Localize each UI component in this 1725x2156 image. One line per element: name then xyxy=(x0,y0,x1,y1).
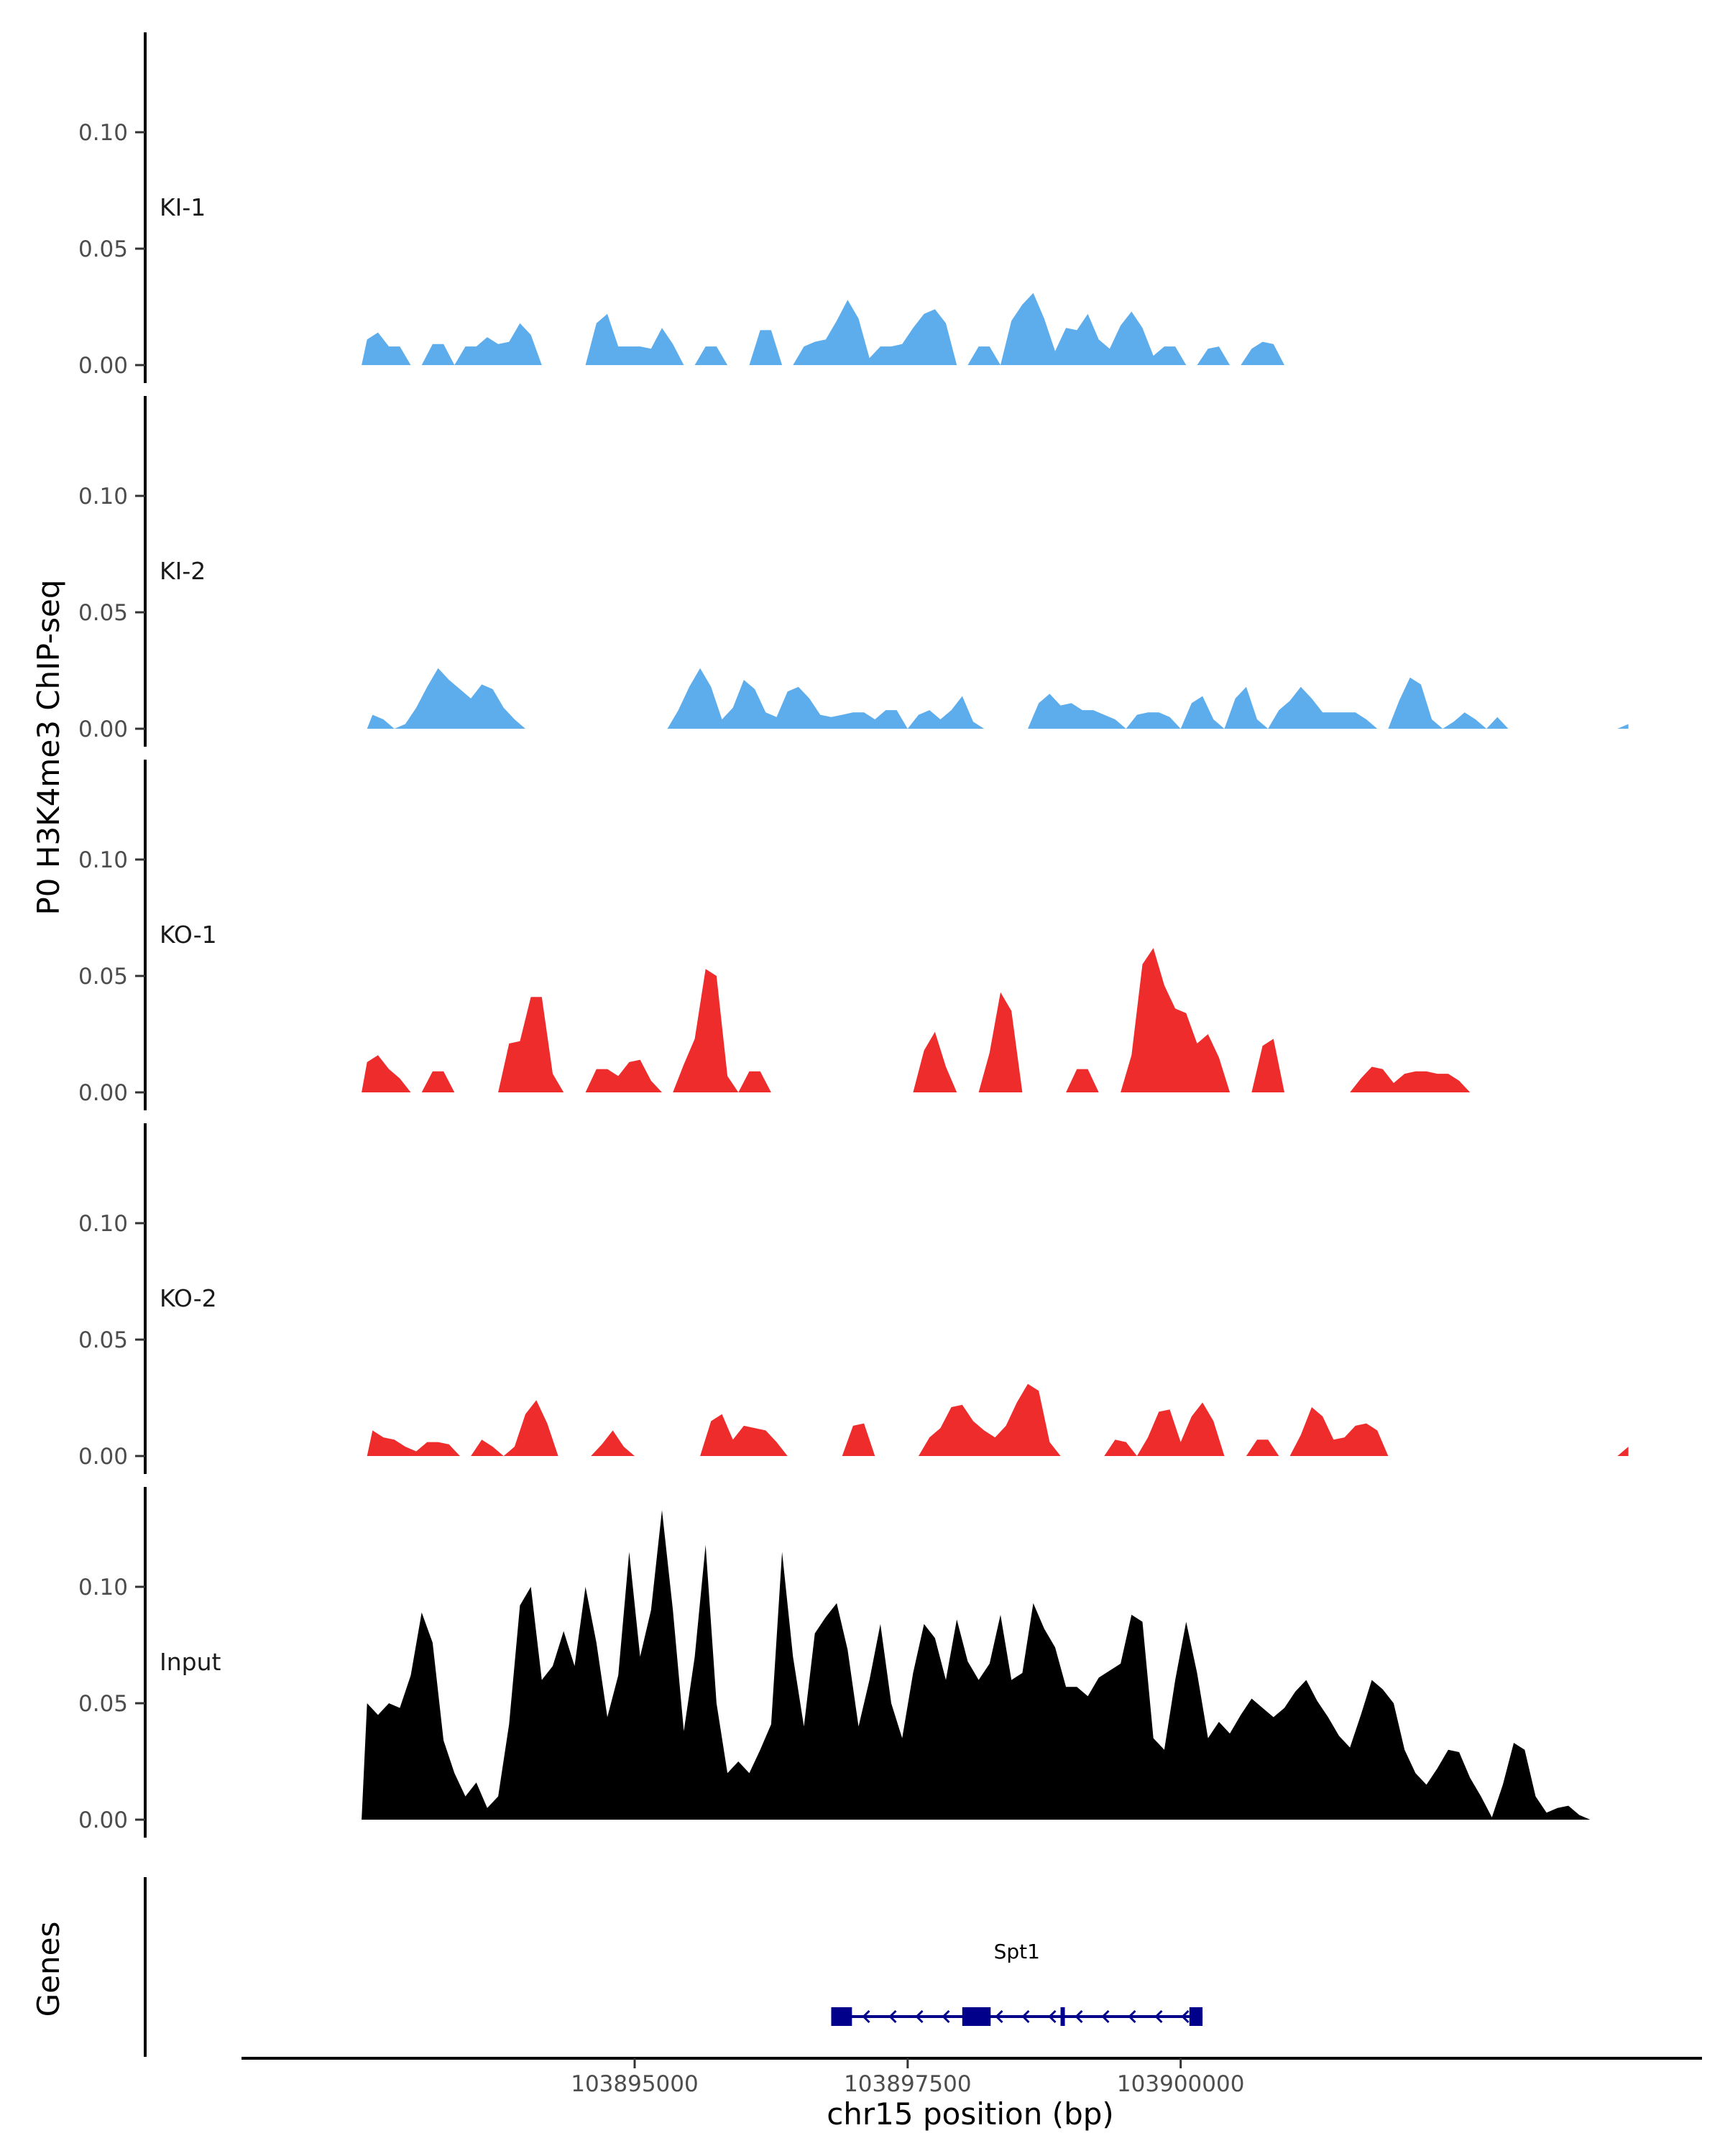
signal-area xyxy=(367,668,1629,729)
x-tick-label: 103895000 xyxy=(571,2071,699,2097)
signal-area xyxy=(362,948,1624,1092)
strand-arrow xyxy=(1181,2009,1190,2024)
y-tick-label: 0.10 xyxy=(78,847,128,873)
gene-exon xyxy=(1189,2007,1203,2026)
strand-arrow xyxy=(1128,2009,1136,2024)
y-tick-label: 0.10 xyxy=(78,1211,128,1237)
strand-arrow xyxy=(1075,2009,1083,2024)
y-axis-title: P0 H3K4me3 ChIP-seq xyxy=(31,579,66,915)
strand-arrow xyxy=(1048,2009,1057,2024)
track-input: 0.00 0.05 0.10 Input xyxy=(78,1487,1591,1838)
track-ki-1: 0.00 0.05 0.10 KI-1 xyxy=(78,32,1438,383)
y-tick-label: 0.05 xyxy=(78,1691,128,1717)
y-tick-label: 0.00 xyxy=(78,1080,128,1106)
strand-arrow xyxy=(888,2009,897,2024)
strand-arrow xyxy=(1154,2009,1163,2024)
y-tick-label: 0.00 xyxy=(78,717,128,742)
y-tick-label: 0.05 xyxy=(78,600,128,626)
y-tick-label: 0.10 xyxy=(78,120,128,146)
gene-exon xyxy=(1060,2007,1065,2026)
y-tick-label: 0.05 xyxy=(78,1327,128,1353)
signal-area xyxy=(367,1383,1629,1456)
gene-exon xyxy=(831,2007,852,2026)
gene-spt1: Spt1 xyxy=(831,1940,1203,2026)
track-label: KO-1 xyxy=(160,921,217,949)
signal-area xyxy=(362,1510,1591,1820)
gene-label: Spt1 xyxy=(994,1940,1040,1963)
genes-layer: Spt1 xyxy=(144,1877,1203,2057)
y-tick-label: 0.00 xyxy=(78,1444,128,1470)
track-label: Input xyxy=(160,1648,221,1676)
tracks-layer: 0.00 0.05 0.10 KI-1 0.00 0.05 0.10 KI-2 0.00 0.05… xyxy=(78,32,1629,1838)
y-tick-label: 0.00 xyxy=(78,1807,128,1833)
signal-area xyxy=(362,292,1438,365)
strand-arrow xyxy=(915,2009,924,2024)
strand-arrow xyxy=(1101,2009,1110,2024)
x-tick-label: 103897500 xyxy=(844,2071,972,2097)
x-axis-title: chr15 position (bp) xyxy=(827,2096,1114,2132)
track-label: KI-2 xyxy=(160,557,206,585)
track-label: KI-1 xyxy=(160,193,206,221)
track-ki-2: 0.00 0.05 0.10 KI-2 xyxy=(78,396,1629,747)
gene-exon xyxy=(962,2007,991,2026)
track-label: KO-2 xyxy=(160,1284,217,1312)
x-axis: 103895000 103897500 103900000 xyxy=(242,2057,1702,2097)
y-tick-label: 0.10 xyxy=(78,484,128,510)
strand-arrow xyxy=(1021,2009,1030,2024)
strand-arrow xyxy=(995,2009,1003,2024)
y-tick-label: 0.10 xyxy=(78,1575,128,1600)
strand-arrow xyxy=(942,2009,950,2024)
genes-axis-title: Genes xyxy=(31,1922,66,2017)
x-tick-label: 103900000 xyxy=(1117,2071,1245,2097)
track-ko-2: 0.00 0.05 0.10 KO-2 xyxy=(78,1123,1629,1474)
y-tick-label: 0.00 xyxy=(78,353,128,379)
track-ko-1: 0.00 0.05 0.10 KO-1 xyxy=(78,760,1624,1110)
y-tick-label: 0.05 xyxy=(78,236,128,262)
strand-arrow xyxy=(862,2009,870,2024)
y-tick-label: 0.05 xyxy=(78,964,128,990)
